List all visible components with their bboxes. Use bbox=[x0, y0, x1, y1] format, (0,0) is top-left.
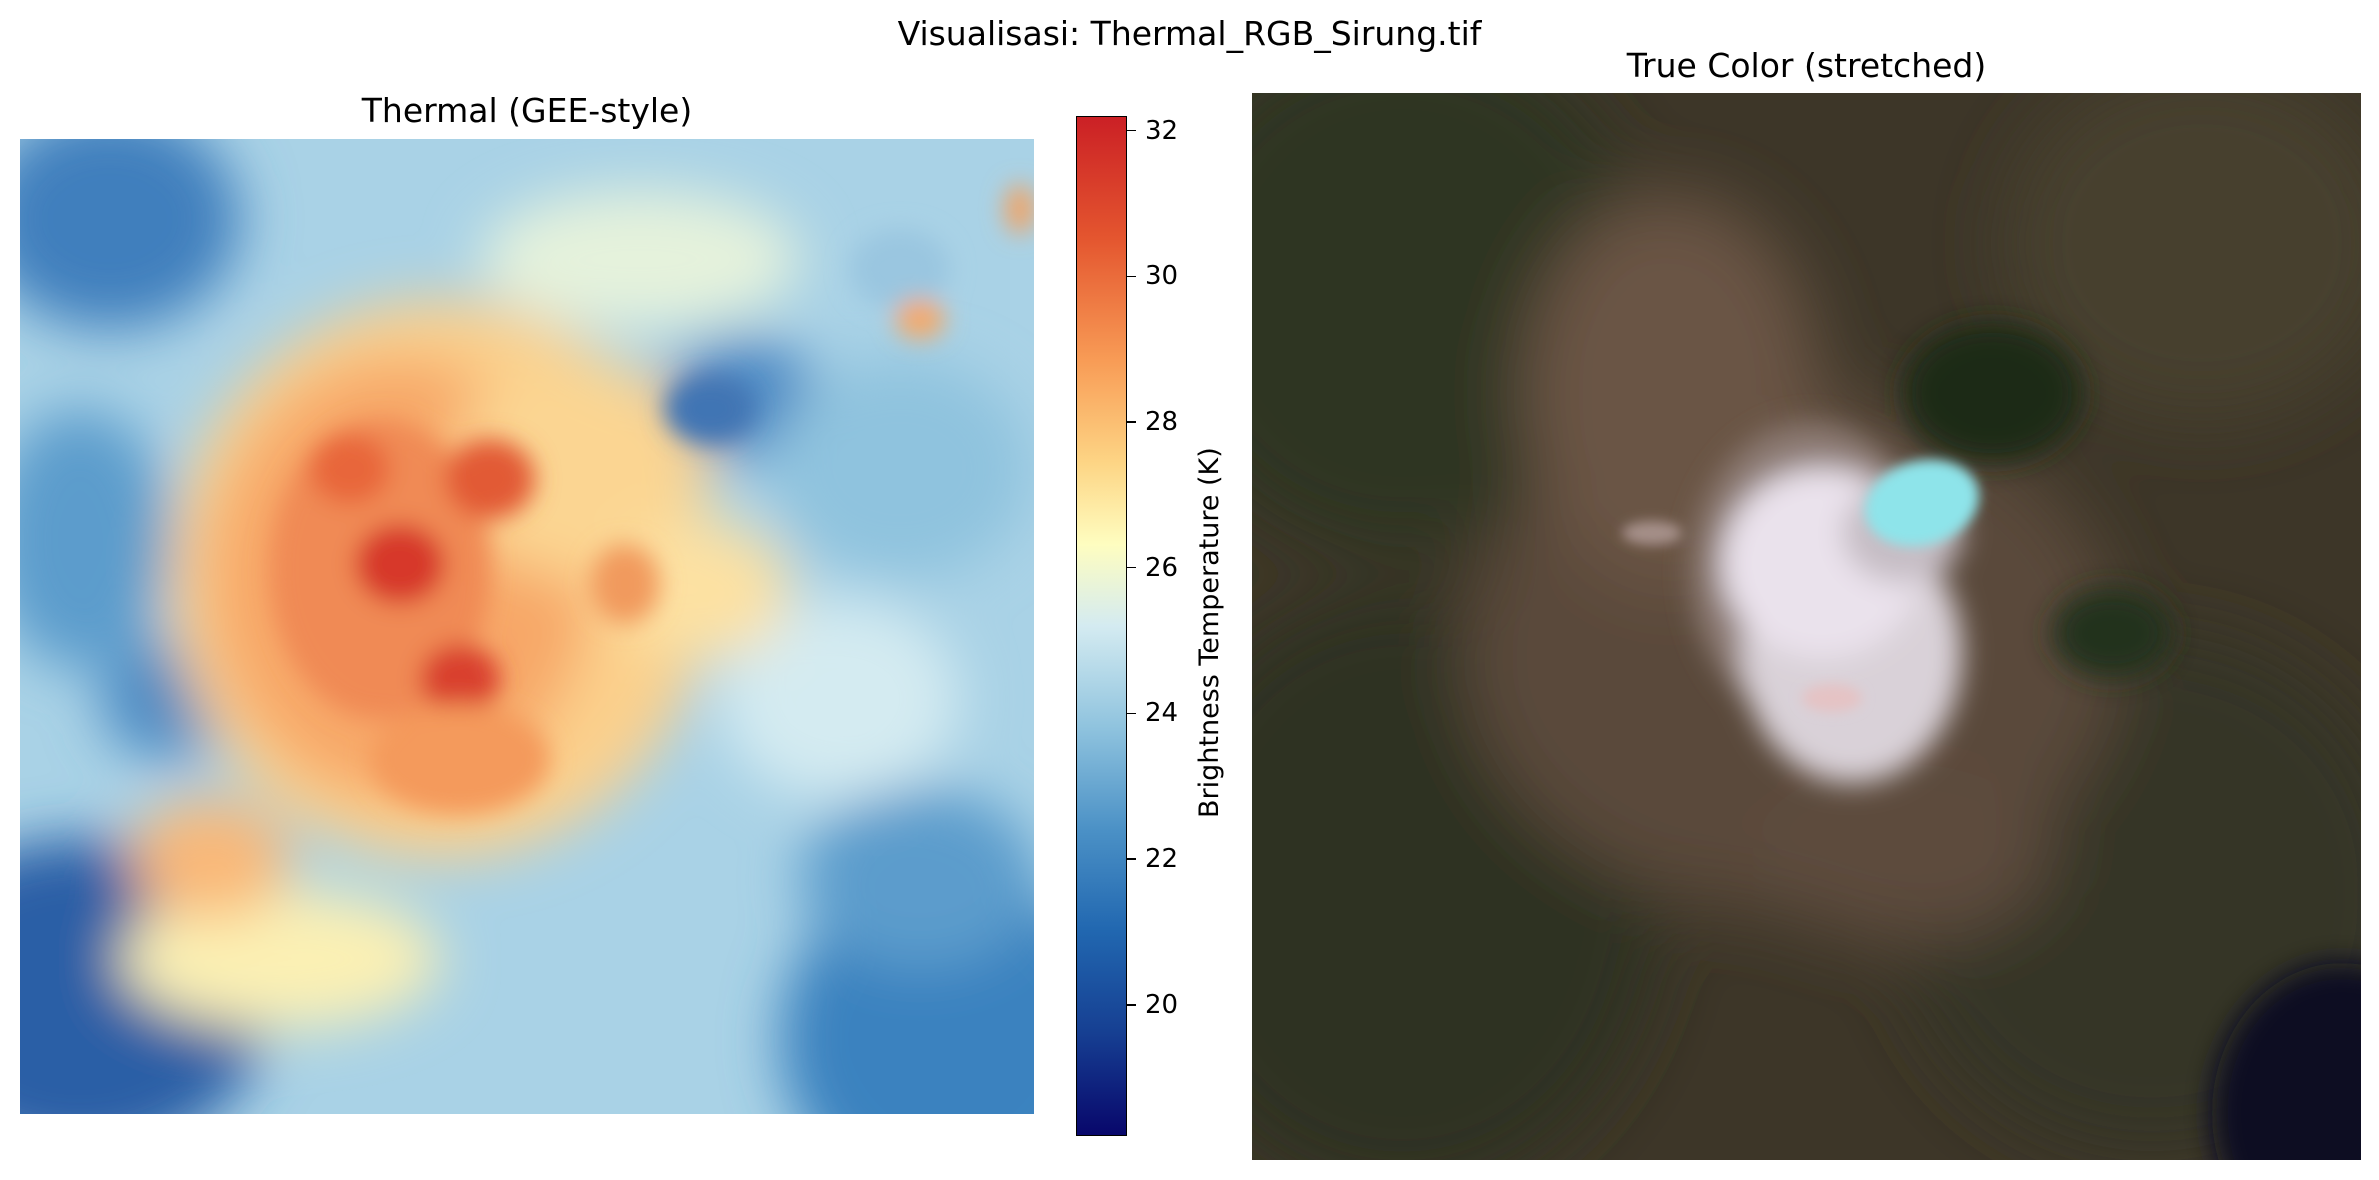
colorbar-tick-label: 22 bbox=[1145, 844, 1179, 875]
true-color-panel-title: True Color (stretched) bbox=[1626, 46, 1987, 85]
thermal-panel-title: Thermal (GEE-style) bbox=[361, 91, 693, 130]
colorbar-tick-label: 30 bbox=[1145, 261, 1179, 292]
colorbar-tick-label: 32 bbox=[1145, 115, 1179, 146]
thermal-image bbox=[20, 139, 1034, 1114]
colorbar-tick-mark bbox=[1127, 858, 1136, 860]
colorbar-tick-mark bbox=[1127, 275, 1136, 278]
true-color-image bbox=[1252, 93, 2361, 1160]
colorbar-tick-mark bbox=[1127, 712, 1136, 715]
colorbar-tick-mark bbox=[1127, 129, 1136, 132]
colorbar bbox=[1076, 116, 1127, 1136]
colorbar-tick-label: 20 bbox=[1145, 989, 1179, 1020]
colorbar-tick-mark bbox=[1127, 566, 1136, 569]
colorbar-tick-mark bbox=[1127, 1004, 1136, 1006]
colorbar-tick-mark bbox=[1127, 421, 1136, 423]
colorbar-tick-label: 28 bbox=[1145, 407, 1179, 437]
colorbar-label: Brightness Temperature (K) bbox=[1194, 447, 1225, 818]
colorbar-tick-label: 24 bbox=[1145, 698, 1179, 729]
figure-title: Visualisasi: Thermal_RGB_Sirung.tif bbox=[897, 14, 1482, 53]
colorbar-tick-label: 26 bbox=[1145, 552, 1179, 583]
